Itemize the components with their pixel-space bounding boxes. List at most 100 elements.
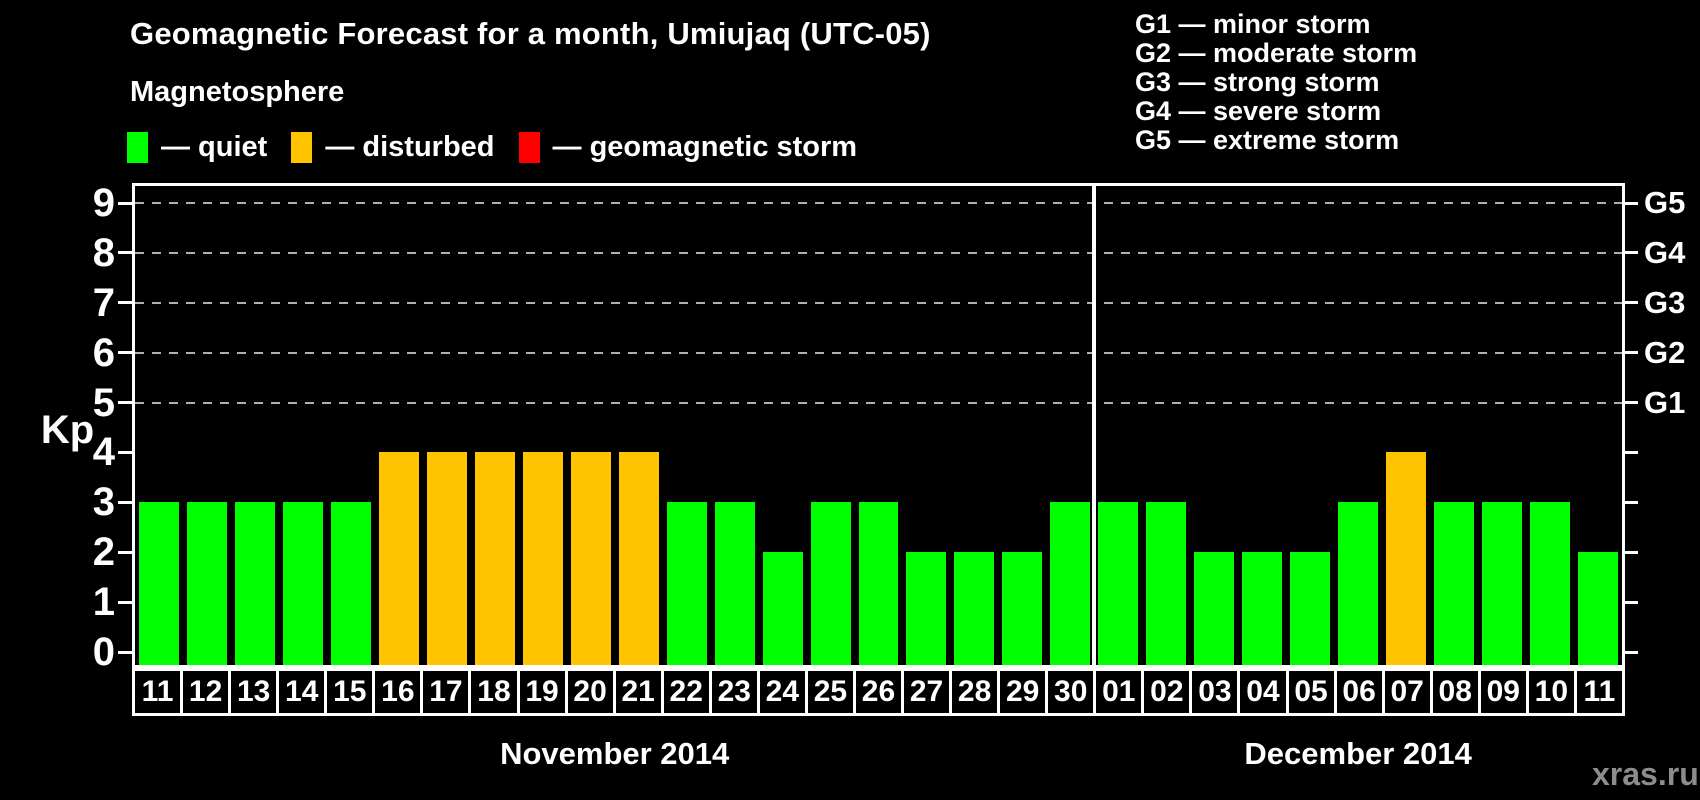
kp-bar (570, 452, 611, 665)
month-divider-line (1092, 186, 1097, 665)
legend-item-disturbed: — disturbed (291, 131, 495, 164)
day-label: 05 (1289, 671, 1337, 713)
y-tick (118, 351, 132, 355)
day-label: 10 (1529, 671, 1577, 713)
kp-bar (858, 502, 899, 665)
y-tick (118, 600, 132, 604)
y-tick (118, 550, 132, 554)
chart-title: Geomagnetic Forecast for a month, Umiuja… (130, 16, 931, 51)
y-tick-label: 5 (92, 380, 115, 425)
kp-bar (1578, 552, 1618, 665)
legend-swatch (127, 132, 148, 163)
day-label: 28 (952, 671, 1001, 713)
day-label: 19 (520, 671, 568, 713)
day-label: 11 (135, 671, 184, 713)
kp-bar (186, 502, 227, 665)
storm-scale-item-g3: G3 — strong storm (1135, 67, 1380, 97)
day-axis-row: 11 12 13 14 15 16 17 18 19 20 21 22 23 24 25 26 27 28 29 30… (132, 668, 1625, 716)
y-tick-label: 4 (92, 430, 115, 475)
day-label: 06 (1337, 671, 1385, 713)
kp-bar (1386, 452, 1427, 665)
grid-line-kp9 (135, 202, 1622, 204)
kp-bar (762, 552, 803, 665)
plot-area (132, 183, 1625, 668)
kp-bar (139, 502, 179, 665)
day-label: 08 (1433, 671, 1481, 713)
kp-bar (330, 502, 371, 665)
y-tick (118, 401, 132, 405)
day-label: 18 (471, 671, 520, 713)
magnetosphere-label: Magnetosphere (130, 76, 345, 108)
day-label: 16 (375, 671, 424, 713)
legend-item-label: — geomagnetic storm (552, 131, 858, 163)
grid-line-kp7 (135, 301, 1622, 304)
kp-bar (1098, 502, 1139, 665)
grid-line-kp8 (135, 251, 1622, 254)
y-tick-label: 9 (92, 181, 115, 225)
kp-bar (522, 452, 563, 665)
day-label: 03 (1192, 671, 1241, 713)
storm-scale-item-g1: G1 — minor storm (1135, 9, 1371, 39)
g-scale-label: G2 (1644, 334, 1686, 370)
day-label: 07 (1385, 671, 1433, 713)
day-label: 26 (856, 671, 904, 713)
day-label: 09 (1481, 671, 1529, 713)
g-scale-label: G1 (1644, 384, 1686, 420)
y-tick (118, 301, 132, 305)
day-label: 23 (712, 671, 760, 713)
day-label: 27 (904, 671, 953, 713)
kp-bar (1482, 502, 1523, 665)
y-tick-label: 6 (92, 330, 115, 375)
y-tick-right (1625, 251, 1638, 255)
y-tick-label: 3 (92, 480, 115, 525)
y-tick-label: 2 (92, 530, 115, 575)
magnetosphere-legend: — quiet — disturbed — geomagnetic storm (127, 131, 881, 164)
y-tick-right (1625, 351, 1638, 355)
kp-bar (282, 502, 323, 665)
month-label: November 2014 (500, 736, 730, 771)
day-label: 12 (183, 671, 232, 713)
kp-bar (618, 452, 659, 665)
plot-inner (135, 186, 1622, 665)
kp-bar (474, 452, 515, 665)
y-tick-label: 7 (92, 280, 115, 325)
y-tick-right (1625, 500, 1638, 504)
kp-bar (1050, 502, 1091, 665)
kp-bar (1434, 502, 1475, 665)
kp-bar (1242, 552, 1283, 665)
kp-bar (1290, 552, 1331, 665)
legend-item-geomagnetic: — geomagnetic storm (518, 131, 858, 164)
kp-bar (378, 452, 419, 665)
y-axis-title: Kp (40, 408, 95, 452)
g-scale-label: G3 (1644, 284, 1686, 320)
y-tick-right (1625, 550, 1638, 554)
legend-item-label: — disturbed (325, 131, 495, 163)
day-label: 13 (231, 671, 280, 713)
kp-bar (1146, 502, 1187, 665)
y-tick-right (1625, 401, 1638, 405)
kp-bar (234, 502, 275, 665)
day-label: 17 (423, 671, 472, 713)
storm-scale-legend: G1 — minor storm G2 — moderate storm G3 — … (1135, 10, 1417, 155)
g-scale-label: G4 (1644, 234, 1686, 270)
day-label: 20 (568, 671, 616, 713)
kp-bar (1002, 552, 1043, 665)
storm-scale-item-g5: G5 — extreme storm (1135, 125, 1400, 155)
watermark: xras.ru (1592, 756, 1699, 792)
storm-scale-item-g4: G4 — severe storm (1135, 96, 1382, 126)
kp-bar (666, 502, 707, 665)
y-tick-right (1625, 450, 1638, 454)
kp-bar (426, 452, 467, 665)
day-label: 02 (1144, 671, 1193, 713)
day-label: 24 (760, 671, 808, 713)
kp-bar (714, 502, 755, 665)
legend-swatch (291, 132, 313, 163)
y-tick-right (1625, 201, 1638, 205)
day-label: 21 (616, 671, 664, 713)
kp-bar (906, 552, 947, 665)
legend-item-label: — quiet (161, 131, 268, 163)
y-tick (118, 500, 132, 504)
y-tick (118, 251, 132, 255)
kp-bar (810, 502, 851, 665)
